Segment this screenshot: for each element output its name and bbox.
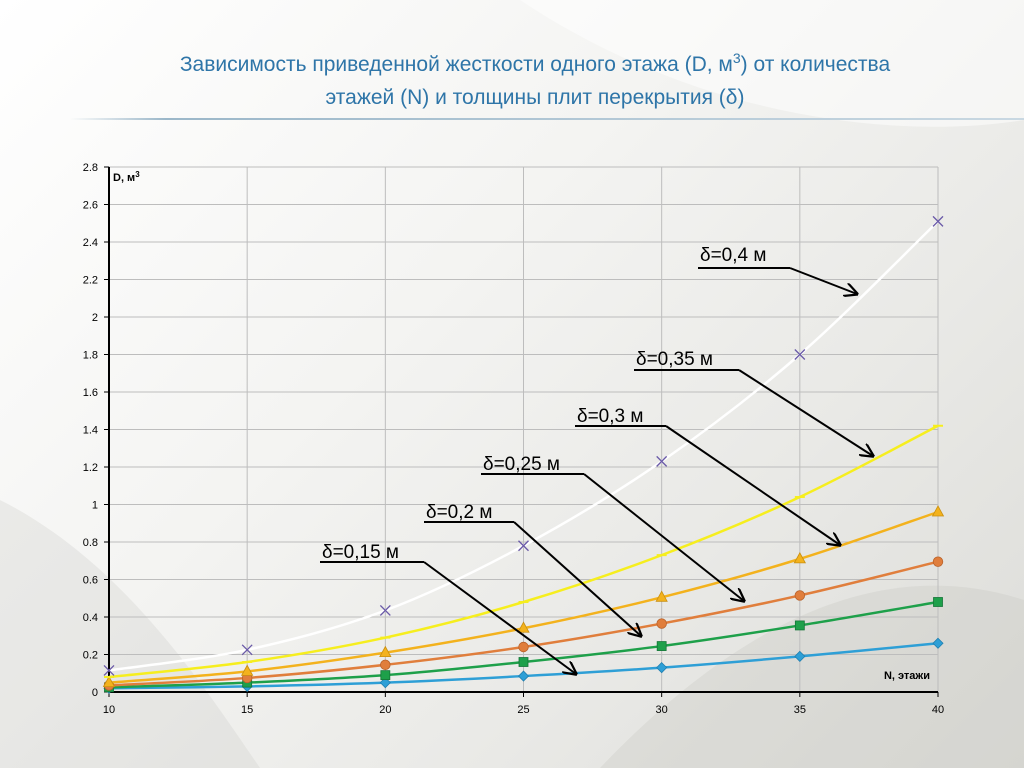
y-tick-label: 1.8 <box>83 350 98 362</box>
annotation-label: δ=0,25 м <box>483 454 560 475</box>
annotation-label: δ=0,2 м <box>426 502 492 523</box>
x-tick-label: 15 <box>241 704 253 716</box>
annotation-4: δ=0,25 м <box>481 454 744 601</box>
x-tick-label: 40 <box>932 704 944 716</box>
y-tick-label: 0.6 <box>83 575 98 587</box>
annotations: δ=0,4 м δ=0,35 м δ=0,3 м δ=0,25 м δ=0,2 м δ=0… <box>320 245 873 674</box>
annotation-6: δ=0,15 м <box>320 542 576 674</box>
title-line-1: Зависимость приведенной жесткости одного… <box>179 50 891 76</box>
data-point <box>380 659 391 671</box>
x-tick-label: 10 <box>103 704 115 716</box>
tick-labels: 0 0.2 0.4 0.6 0.8 1 1.2 1.4 1.6 1.8 2 2.2 2.4 2.6 2.8 1… <box>83 162 944 716</box>
y-tick-label: 0.8 <box>83 537 98 549</box>
data-point <box>103 664 115 676</box>
y-tick-label: 2 <box>92 312 98 324</box>
annotation-arrow <box>513 521 641 636</box>
annotation-2: δ=0,35 м <box>634 349 873 456</box>
data-point <box>379 645 392 658</box>
data-point <box>240 664 254 676</box>
data-point <box>379 677 391 689</box>
series-group <box>102 215 945 694</box>
y-tick-label: 2.4 <box>83 237 98 249</box>
data-point <box>518 641 529 653</box>
y-tick-label: 2.6 <box>83 200 98 212</box>
data-point <box>655 590 668 602</box>
annotation-arrow <box>423 561 576 674</box>
annotation-arrow <box>738 369 873 456</box>
data-point <box>932 637 944 649</box>
x-tick-label: 25 <box>517 704 529 716</box>
data-point <box>794 650 806 662</box>
series-3 <box>103 556 944 691</box>
y-tick-label: 1.2 <box>83 462 98 474</box>
x-axis-label: N, этажи <box>884 670 930 682</box>
data-point <box>794 590 806 601</box>
data-point <box>517 621 530 633</box>
y-tick-label: 2.2 <box>83 275 98 287</box>
y-tick-label: 0.4 <box>83 612 98 624</box>
annotation-5: δ=0,2 м <box>424 502 641 636</box>
series-5 <box>104 424 943 679</box>
data-point <box>932 556 944 567</box>
page-title: Зависимость приведенной жесткости одного… <box>110 42 960 114</box>
annotation-arrow <box>665 425 840 545</box>
x-tick-label: 35 <box>794 704 806 716</box>
annotation-label: δ=0,3 м <box>577 406 643 427</box>
y-tick-label: 1.4 <box>83 425 98 437</box>
y-axis-label: D, м3 <box>113 170 140 184</box>
y-tick-label: 1 <box>92 500 98 512</box>
annotation-label: δ=0,4 м <box>700 245 766 266</box>
data-point <box>518 657 529 667</box>
data-point <box>241 644 253 656</box>
title-divider <box>70 118 1024 120</box>
data-point <box>656 662 668 674</box>
data-point <box>932 215 944 227</box>
data-point <box>933 597 943 607</box>
data-point <box>518 540 529 552</box>
data-point <box>656 618 667 629</box>
annotation-arrow <box>789 267 857 294</box>
annotation-3: δ=0,3 м <box>575 406 840 545</box>
axes <box>104 166 939 697</box>
y-tick-label: 0 <box>92 687 98 699</box>
y-tick-label: 2.8 <box>83 162 98 174</box>
grid <box>108 166 939 693</box>
data-point <box>931 505 945 517</box>
x-tick-label: 20 <box>379 704 391 716</box>
data-point <box>656 641 667 651</box>
data-point <box>102 675 116 688</box>
data-point <box>793 552 807 564</box>
y-tick-label: 0.2 <box>83 650 98 662</box>
data-point <box>794 349 806 360</box>
data-point <box>517 670 530 682</box>
annotation-label: δ=0,35 м <box>636 349 713 370</box>
data-point <box>379 604 391 616</box>
data-point <box>794 620 805 631</box>
annotation-1: δ=0,4 м <box>698 245 857 294</box>
y-tick-label: 1.6 <box>83 387 98 399</box>
data-point <box>656 455 668 467</box>
series-4 <box>102 505 945 688</box>
x-tick-label: 30 <box>656 704 668 716</box>
annotation-arrow <box>583 473 744 601</box>
title-line-2: этажей (N) и толщины плит перекрытия (δ) <box>325 86 745 109</box>
annotation-label: δ=0,15 м <box>322 542 399 563</box>
data-point <box>380 670 391 681</box>
